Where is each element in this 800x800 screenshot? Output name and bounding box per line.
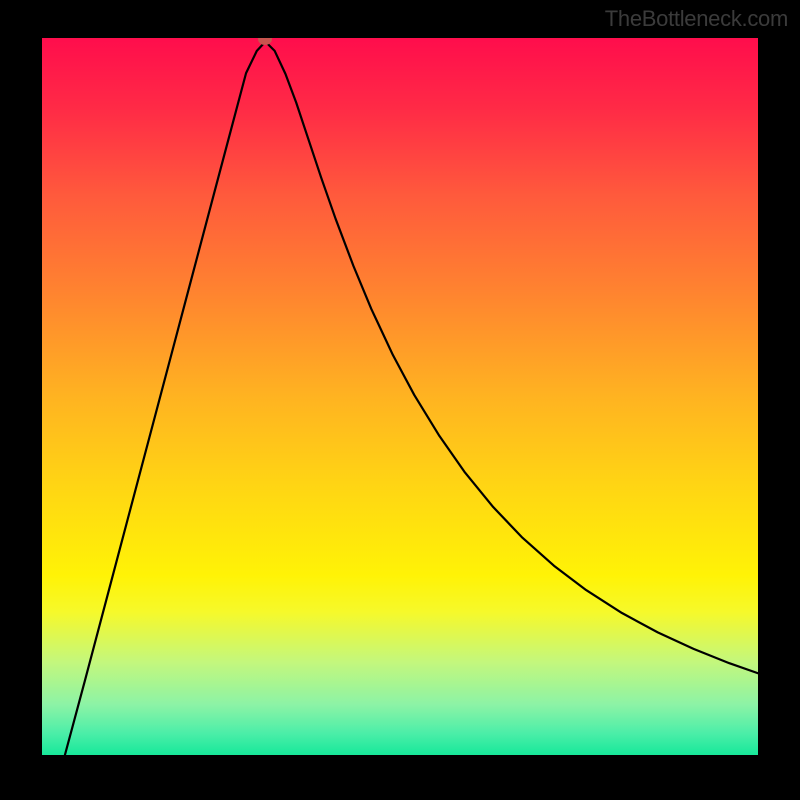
bottleneck-curve bbox=[42, 38, 758, 755]
watermark-text: TheBottleneck.com bbox=[605, 6, 788, 32]
chart-plot-area bbox=[42, 38, 758, 755]
